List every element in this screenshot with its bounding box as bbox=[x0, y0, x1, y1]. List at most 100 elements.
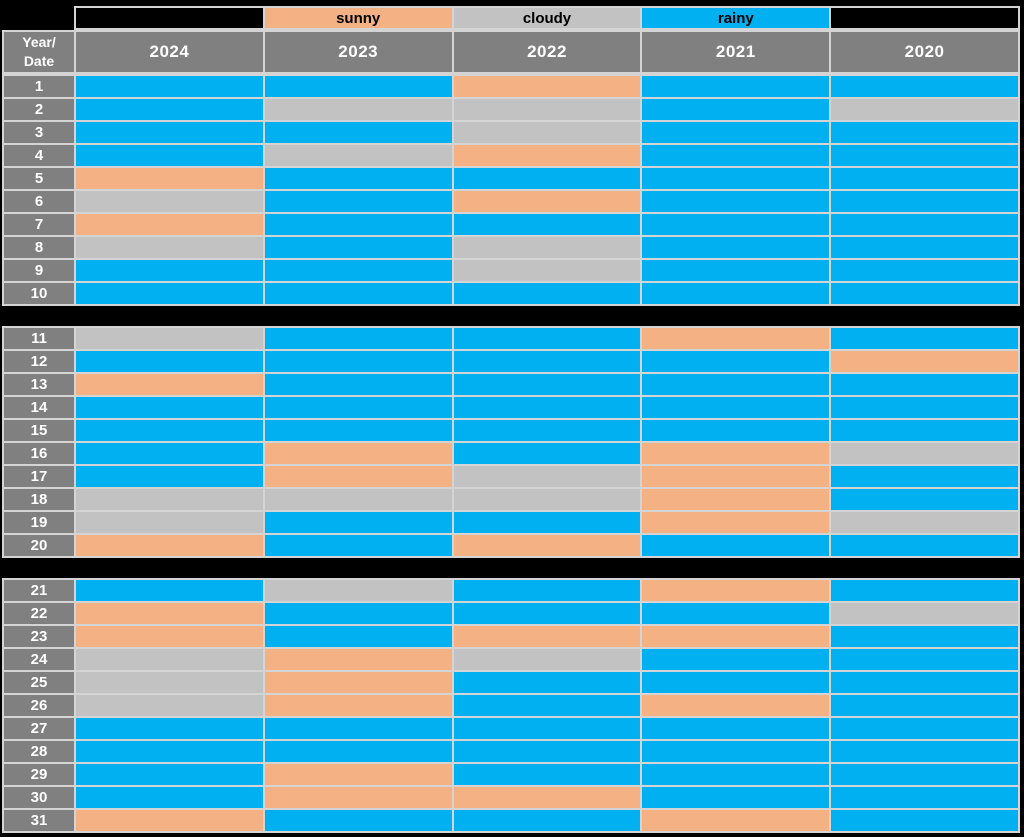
weather-cell-2023-31 bbox=[264, 810, 452, 831]
weather-calendar-table: sunny cloudy rainy Year/ Date 2024 2023 … bbox=[2, 6, 1020, 833]
weather-cell-2022-10 bbox=[453, 283, 641, 304]
weather-cell-2020-13 bbox=[831, 374, 1018, 395]
weather-cell-2024-30 bbox=[76, 787, 263, 808]
weather-cell-2020-21 bbox=[831, 580, 1018, 601]
rows-block-1-10: 1 2 3 4 5 6 7 8 9 10 bbox=[2, 74, 1020, 306]
weather-cell-2023-2 bbox=[264, 99, 452, 120]
weather-cell-2020-26 bbox=[831, 695, 1018, 716]
weather-cell-2022-17 bbox=[453, 466, 641, 487]
date-label: 15 bbox=[4, 420, 74, 441]
date-label: 19 bbox=[4, 512, 74, 533]
legend-spacer-left bbox=[76, 8, 263, 28]
date-label: 5 bbox=[4, 168, 74, 189]
date-label: 17 bbox=[4, 466, 74, 487]
weather-cell-2021-23 bbox=[642, 626, 830, 647]
legend-row: sunny cloudy rainy bbox=[74, 6, 1020, 30]
date-label: 11 bbox=[4, 328, 74, 349]
weather-cell-2020-12 bbox=[831, 351, 1018, 372]
weather-cell-2023-11 bbox=[264, 328, 452, 349]
weather-cell-2020-25 bbox=[831, 672, 1018, 693]
date-label: 28 bbox=[4, 741, 74, 762]
weather-cell-2023-24 bbox=[264, 649, 452, 670]
weather-cell-2023-7 bbox=[264, 214, 452, 235]
weather-cell-2021-7 bbox=[642, 214, 830, 235]
weather-cell-2023-3 bbox=[264, 122, 452, 143]
weather-cell-2024-11 bbox=[76, 328, 263, 349]
weather-cell-2021-28 bbox=[642, 741, 830, 762]
weather-cell-2023-13 bbox=[264, 374, 452, 395]
date-label: 23 bbox=[4, 626, 74, 647]
weather-cell-2020-27 bbox=[831, 718, 1018, 739]
date-label: 25 bbox=[4, 672, 74, 693]
date-label: 12 bbox=[4, 351, 74, 372]
weather-cell-2024-15 bbox=[76, 420, 263, 441]
weather-cell-2021-13 bbox=[642, 374, 830, 395]
weather-cell-2022-18 bbox=[453, 489, 641, 510]
weather-cell-2024-14 bbox=[76, 397, 263, 418]
rows-block-11-20: 11 12 13 14 15 16 17 18 19 20 bbox=[2, 326, 1020, 558]
weather-cell-2024-31 bbox=[76, 810, 263, 831]
weather-cell-2021-9 bbox=[642, 260, 830, 281]
weather-cell-2023-17 bbox=[264, 466, 452, 487]
weather-cell-2022-14 bbox=[453, 397, 641, 418]
weather-cell-2021-25 bbox=[642, 672, 830, 693]
date-label: 14 bbox=[4, 397, 74, 418]
weather-cell-2024-22 bbox=[76, 603, 263, 624]
legend-sunny-label: sunny bbox=[336, 9, 381, 27]
year-header-2023: 2023 bbox=[264, 32, 452, 72]
weather-cell-2023-18 bbox=[264, 489, 452, 510]
header-row: Year/ Date 2024 2023 2022 2021 2020 bbox=[2, 30, 1020, 74]
weather-cell-2020-15 bbox=[831, 420, 1018, 441]
weather-cell-2023-22 bbox=[264, 603, 452, 624]
weather-cell-2024-18 bbox=[76, 489, 263, 510]
weather-cell-2022-12 bbox=[453, 351, 641, 372]
weather-cell-2022-28 bbox=[453, 741, 641, 762]
date-label: 13 bbox=[4, 374, 74, 395]
legend-item-rainy: rainy bbox=[642, 8, 830, 28]
weather-cell-2020-11 bbox=[831, 328, 1018, 349]
weather-cell-2024-19 bbox=[76, 512, 263, 533]
weather-cell-2024-3 bbox=[76, 122, 263, 143]
weather-cell-2023-26 bbox=[264, 695, 452, 716]
weather-cell-2021-22 bbox=[642, 603, 830, 624]
weather-cell-2020-7 bbox=[831, 214, 1018, 235]
weather-cell-2022-6 bbox=[453, 191, 641, 212]
weather-cell-2021-19 bbox=[642, 512, 830, 533]
weather-cell-2022-3 bbox=[453, 122, 641, 143]
date-label: 31 bbox=[4, 810, 74, 831]
weather-cell-2021-26 bbox=[642, 695, 830, 716]
date-label: 16 bbox=[4, 443, 74, 464]
weather-cell-2020-9 bbox=[831, 260, 1018, 281]
weather-cell-2023-15 bbox=[264, 420, 452, 441]
weather-cell-2020-23 bbox=[831, 626, 1018, 647]
legend-item-cloudy: cloudy bbox=[453, 8, 641, 28]
weather-cell-2022-2 bbox=[453, 99, 641, 120]
legend-item-sunny: sunny bbox=[264, 8, 452, 28]
weather-cell-2021-2 bbox=[642, 99, 830, 120]
date-label: 20 bbox=[4, 535, 74, 556]
weather-cell-2024-26 bbox=[76, 695, 263, 716]
date-label: 21 bbox=[4, 580, 74, 601]
year-header-2022: 2022 bbox=[453, 32, 641, 72]
weather-cell-2024-28 bbox=[76, 741, 263, 762]
weather-cell-2023-16 bbox=[264, 443, 452, 464]
weather-cell-2024-25 bbox=[76, 672, 263, 693]
weather-cell-2023-12 bbox=[264, 351, 452, 372]
weather-cell-2024-23 bbox=[76, 626, 263, 647]
weather-cell-2022-4 bbox=[453, 145, 641, 166]
date-label: 27 bbox=[4, 718, 74, 739]
weather-cell-2021-27 bbox=[642, 718, 830, 739]
weather-cell-2020-14 bbox=[831, 397, 1018, 418]
date-label: 7 bbox=[4, 214, 74, 235]
weather-cell-2022-29 bbox=[453, 764, 641, 785]
weather-cell-2022-25 bbox=[453, 672, 641, 693]
weather-cell-2024-21 bbox=[76, 580, 263, 601]
weather-cell-2024-7 bbox=[76, 214, 263, 235]
weather-cell-2020-22 bbox=[831, 603, 1018, 624]
weather-cell-2023-5 bbox=[264, 168, 452, 189]
date-label: 2 bbox=[4, 99, 74, 120]
weather-cell-2022-23 bbox=[453, 626, 641, 647]
weather-cell-2024-12 bbox=[76, 351, 263, 372]
weather-cell-2021-30 bbox=[642, 787, 830, 808]
weather-cell-2020-24 bbox=[831, 649, 1018, 670]
